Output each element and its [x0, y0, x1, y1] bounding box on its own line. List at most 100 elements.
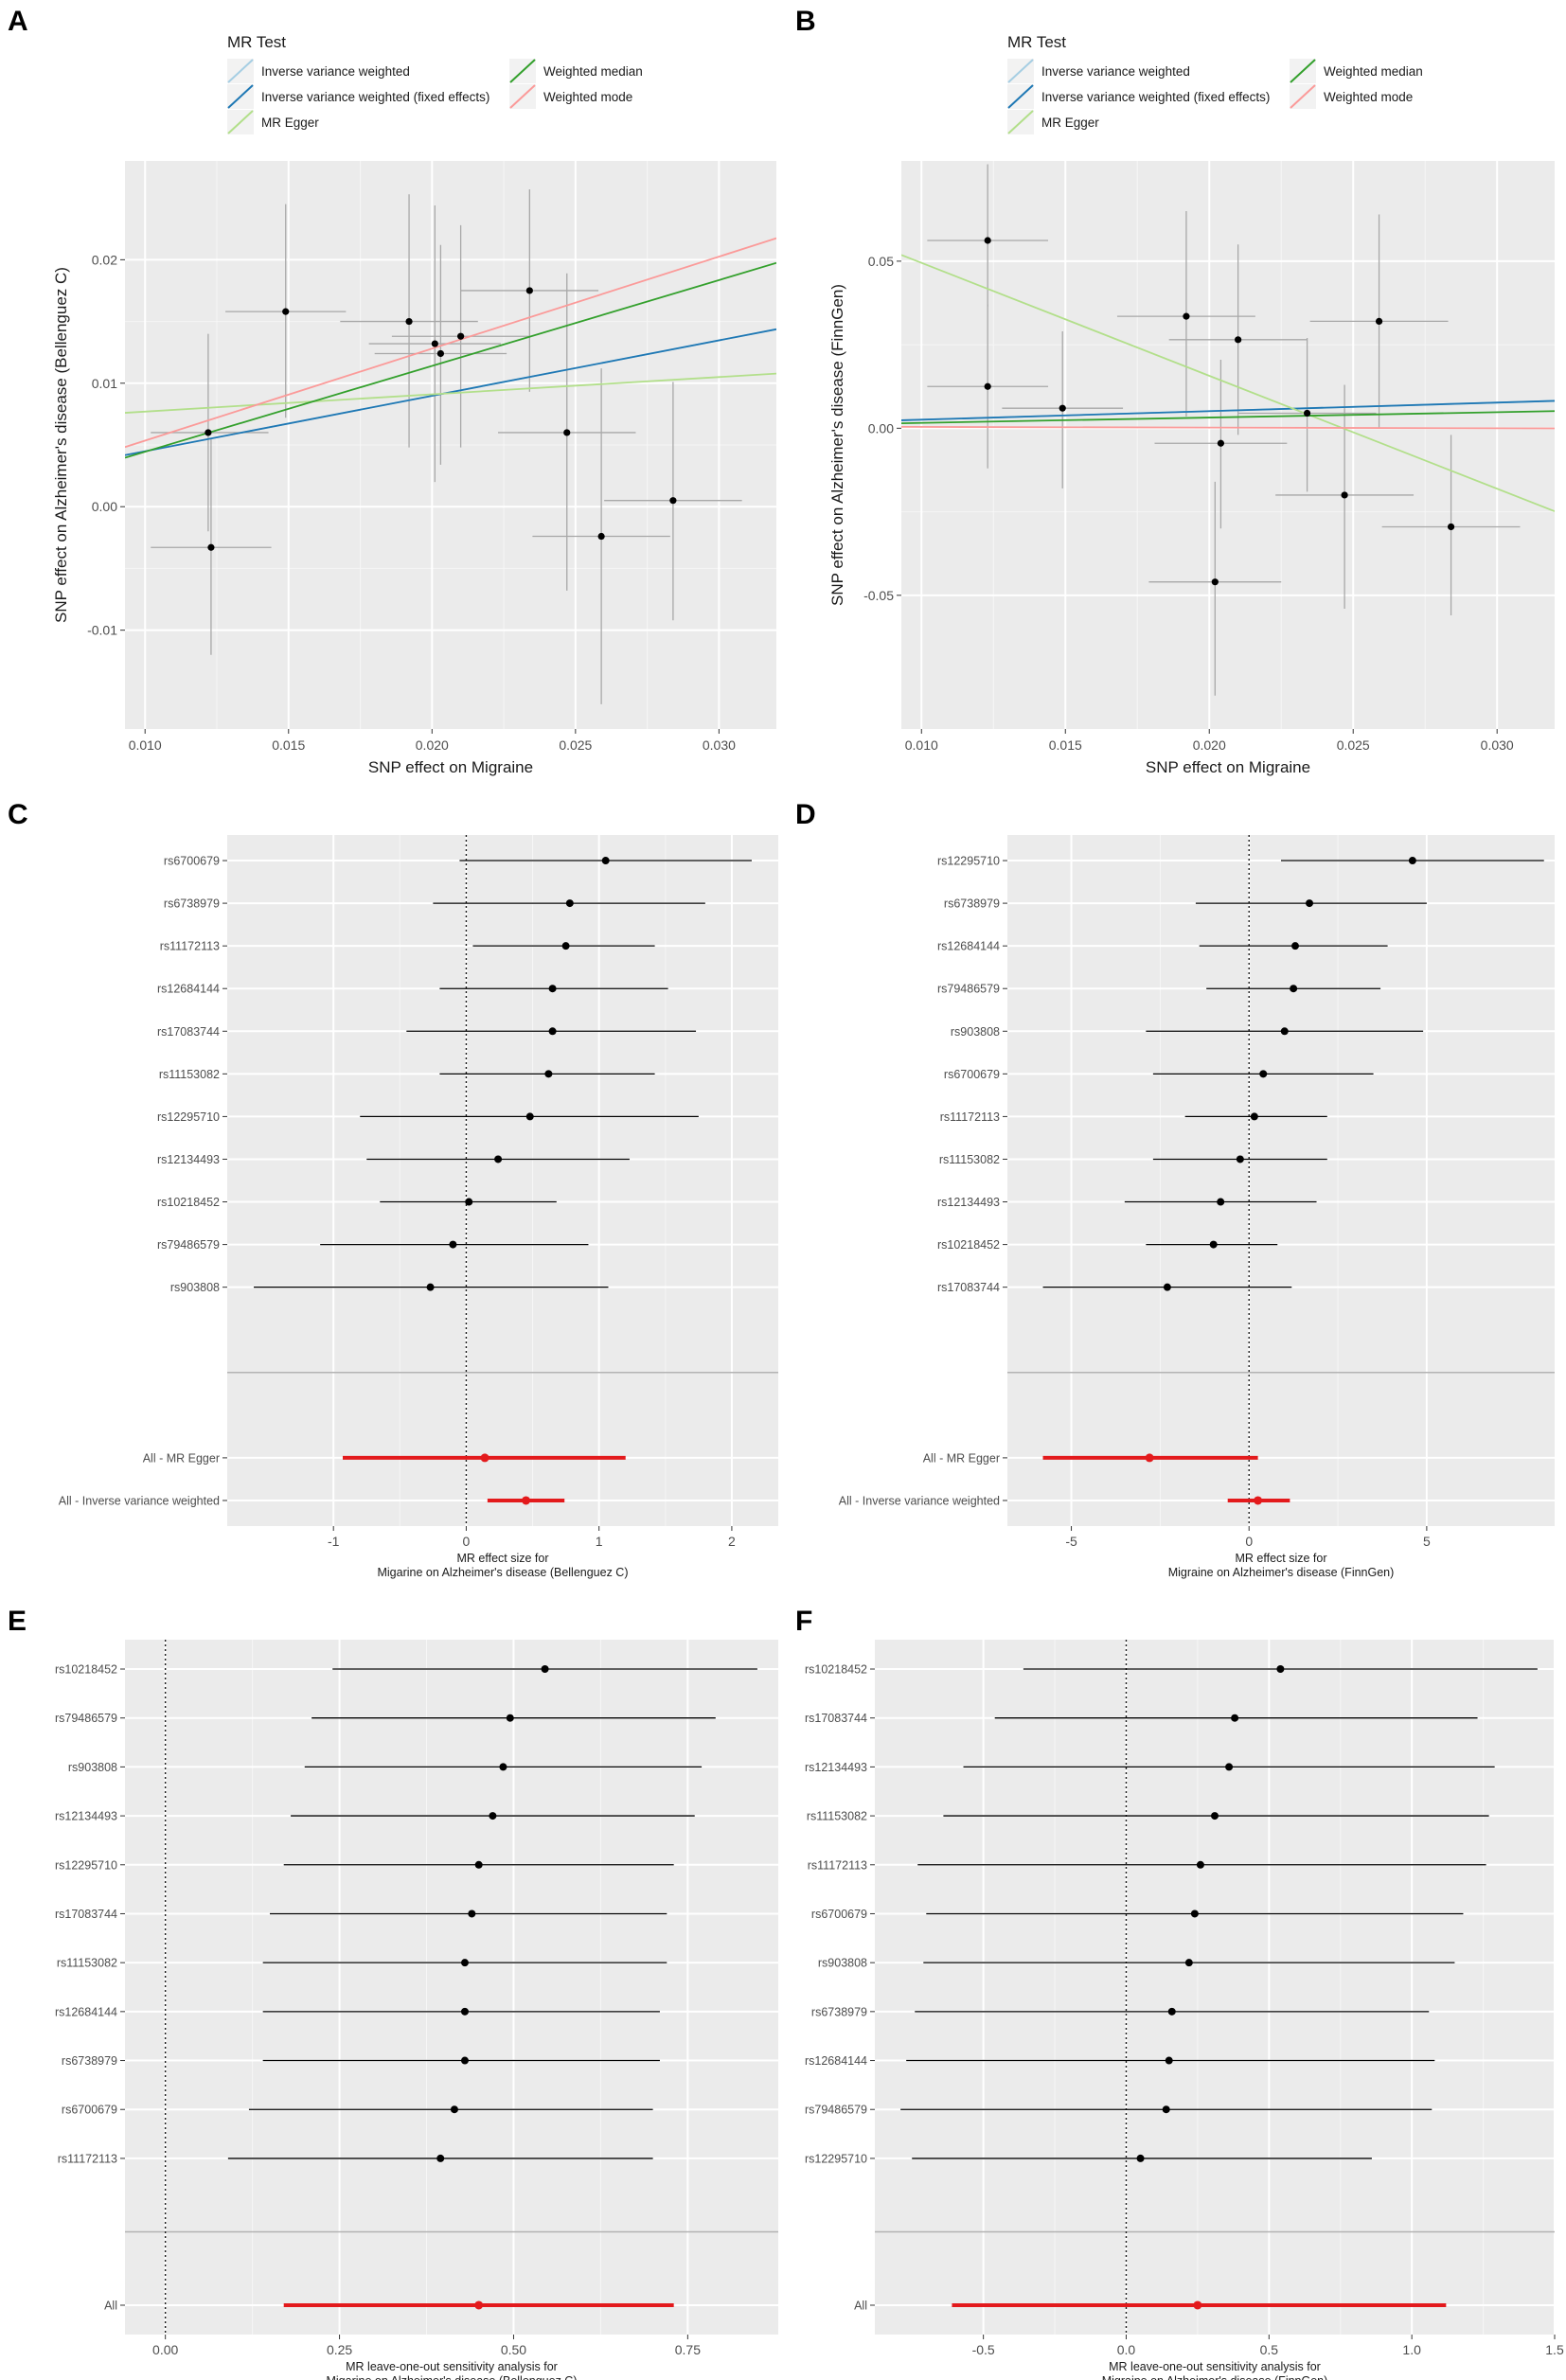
x-tick-label: -5	[1065, 1534, 1077, 1549]
regression-line-wmedian	[901, 410, 1555, 425]
data-point	[1303, 409, 1311, 417]
x-axis-title-line: MR effect size for	[456, 1552, 548, 1565]
snp-label: rs11172113	[940, 1110, 1000, 1124]
legend-label: Inverse variance weighted (fixed effects…	[1041, 90, 1270, 104]
x-tick-label: 0.00	[152, 2342, 178, 2357]
snp-label: rs6738979	[62, 2054, 117, 2068]
regression-line-egger	[901, 254, 1555, 512]
snp-estimate	[450, 2105, 458, 2114]
snp-estimate	[1162, 2105, 1170, 2114]
snp-estimate	[1209, 1240, 1218, 1249]
x-tick-label: 5	[1423, 1534, 1431, 1549]
snp-estimate	[499, 1763, 507, 1771]
panel-letter-A: A	[8, 6, 28, 37]
legend-label: Weighted median	[1324, 64, 1423, 79]
panel-letter-E: E	[8, 1606, 27, 1637]
forest-panel-C: -1 0 1 2 rs6700679 rs6738979 rs11172113 rs12684…	[59, 835, 778, 1579]
snp-label: rs12134493	[55, 1810, 117, 1823]
snp-label: rs11153082	[159, 1068, 220, 1081]
regression-line-wmedian	[125, 261, 776, 459]
data-point	[1217, 439, 1225, 447]
panel-letter-B: B	[795, 6, 816, 37]
snp-estimate	[601, 857, 610, 865]
summary-label: All	[104, 2299, 117, 2312]
snp-estimate	[1217, 1198, 1225, 1206]
summary-label: All	[854, 2299, 867, 2312]
regression-line-wmode	[901, 425, 1555, 430]
x-tick-label: -1	[328, 1534, 340, 1549]
data-point	[1447, 523, 1455, 531]
snp-estimate	[1184, 1959, 1193, 1967]
snp-label: rs10218452	[937, 1238, 1000, 1252]
legend-key-line	[227, 84, 254, 109]
x-tick-label: -0.5	[972, 2342, 995, 2357]
snp-estimate	[525, 1112, 534, 1121]
legend-B: MR Test Inverse variance weighted Inverse …	[1007, 33, 1423, 134]
snp-label: rs6738979	[164, 897, 220, 911]
x-tick-label: 0.015	[272, 737, 305, 753]
data-point	[984, 382, 991, 390]
snp-estimate	[1211, 1812, 1219, 1821]
x-tick-label: 0.010	[905, 737, 938, 753]
plot-area	[901, 164, 1555, 696]
snp-estimate	[1236, 1155, 1244, 1163]
snp-label: rs12684144	[157, 983, 220, 996]
snp-label: rs17083744	[805, 1712, 867, 1725]
snp-estimate	[426, 1283, 435, 1291]
snp-estimate	[548, 1027, 557, 1036]
panel-background	[125, 1640, 778, 2335]
legend-entry-wmedian: Weighted median	[509, 59, 643, 83]
snp-label: rs903808	[818, 1957, 867, 1970]
legend-key-line	[1007, 59, 1034, 83]
snp-estimate	[468, 1909, 476, 1918]
snp-label: rs79486579	[55, 1712, 117, 1725]
snp-estimate	[436, 2154, 445, 2162]
legend-key-line	[1290, 84, 1316, 109]
x-axis-title-line: Migarine on Alzheimer's disease (Belleng…	[377, 1566, 628, 1579]
snp-label: rs11172113	[58, 2152, 117, 2165]
snp-label: rs10218452	[55, 1663, 117, 1677]
legend-key-line	[227, 110, 254, 134]
legend-entry-wmedian: Weighted median	[1290, 59, 1423, 83]
y-tick-label: 0.00	[92, 499, 117, 514]
snp-estimate	[1291, 942, 1300, 950]
snp-label: rs12295710	[937, 855, 1000, 868]
legend-entry-ivw: Inverse variance weighted	[227, 59, 410, 83]
forest-panel-F: -0.5 0.0 0.5 1.0 1.5 rs10218452 rs17083744 rs12…	[805, 1640, 1564, 2380]
y-axis-title: SNP effect on Alzheimer's disease (Belle…	[52, 267, 70, 623]
snp-label: rs12295710	[157, 1110, 220, 1124]
legend-label: Inverse variance weighted	[1041, 64, 1190, 79]
snp-label: rs79486579	[937, 983, 1000, 996]
regression-line-ivw_fixed	[901, 400, 1555, 421]
snp-label: rs11172113	[160, 940, 220, 953]
snp-label: rs11153082	[807, 1810, 867, 1823]
x-tick-label: 2	[728, 1534, 736, 1549]
x-tick-label: 0.0	[1117, 2342, 1136, 2357]
snp-label: rs79486579	[157, 1238, 220, 1252]
x-tick-label: 0.025	[1337, 737, 1370, 753]
data-point	[436, 349, 444, 358]
snp-estimate	[1408, 857, 1416, 865]
forest-panel-E: 0.00 0.25 0.50 0.75 rs10218452 rs79486579 rs90…	[55, 1640, 778, 2380]
x-tick-label: 0.50	[501, 2342, 526, 2357]
snp-estimate	[1250, 1112, 1258, 1121]
legend-entry-egger: MR Egger	[227, 110, 319, 134]
scatter-panel-B: 0.010 0.015 0.020 0.025 0.030 -0.05 0.00 0.05 SN…	[828, 161, 1555, 776]
summary-estimate	[1254, 1496, 1263, 1505]
snp-estimate	[1231, 1714, 1239, 1722]
snp-label: rs10218452	[805, 1663, 867, 1677]
x-tick-label: 0.030	[1481, 737, 1514, 753]
summary-estimate	[474, 2300, 484, 2310]
panel-background	[875, 1640, 1555, 2335]
snp-label: rs17083744	[157, 1025, 220, 1039]
snp-label: rs17083744	[937, 1281, 1000, 1294]
panel-background	[1007, 835, 1555, 1526]
legend-key-line	[227, 59, 254, 83]
snp-estimate	[565, 899, 574, 908]
summary-estimate	[480, 1453, 489, 1463]
snp-estimate	[460, 2007, 469, 2016]
data-point	[1211, 578, 1219, 586]
panel-background	[901, 161, 1555, 729]
y-axis-title: SNP effect on Alzheimer's disease (FinnG…	[828, 284, 846, 606]
x-axis-title-line: MR leave-one-out sensitivity analysis fo…	[346, 2360, 558, 2373]
